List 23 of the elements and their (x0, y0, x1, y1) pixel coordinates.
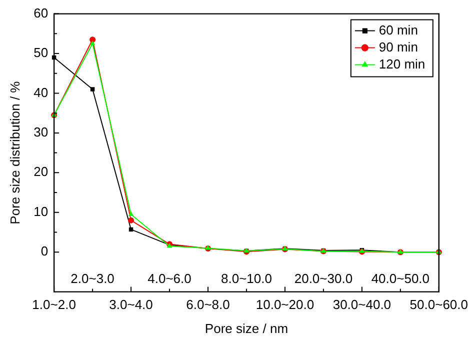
x-tick-label: 1.0~2.0 (32, 297, 76, 312)
y-tick-label: 10 (34, 204, 48, 219)
x-tick-label: 30.0~40.0 (332, 297, 392, 312)
x-tick-label: 50.0~60.0 (410, 297, 468, 312)
y-tick-label: 50 (34, 45, 48, 60)
y-tick-label: 60 (34, 5, 48, 20)
x-axis-title: Pore size / nm (204, 320, 288, 336)
x-tick-label: 6.0~8.0 (186, 297, 230, 312)
x-tick-label: 8.0~10.0 (220, 270, 272, 286)
legend-label: 120 min (378, 56, 426, 72)
x-tick-label: 20.0~30.0 (294, 270, 353, 286)
legend-label: 90 min (378, 39, 418, 54)
y-tick-label: 0 (40, 244, 48, 259)
x-tick-label: 10.0~20.0 (256, 297, 314, 312)
x-tick-label: 4.0~6.0 (148, 270, 192, 286)
x-tick-label: 2.0~3.0 (70, 270, 114, 286)
legend-label: 60 min (378, 22, 418, 38)
x-tick-label: 3.0~4.0 (109, 297, 153, 312)
y-tick-label: 40 (34, 84, 48, 100)
y-axis-title: Pore size distribution / % (7, 80, 22, 224)
y-tick-label: 30 (34, 124, 48, 140)
y-tick-label: 20 (34, 164, 48, 180)
x-tick-label: 40.0~50.0 (371, 270, 430, 286)
